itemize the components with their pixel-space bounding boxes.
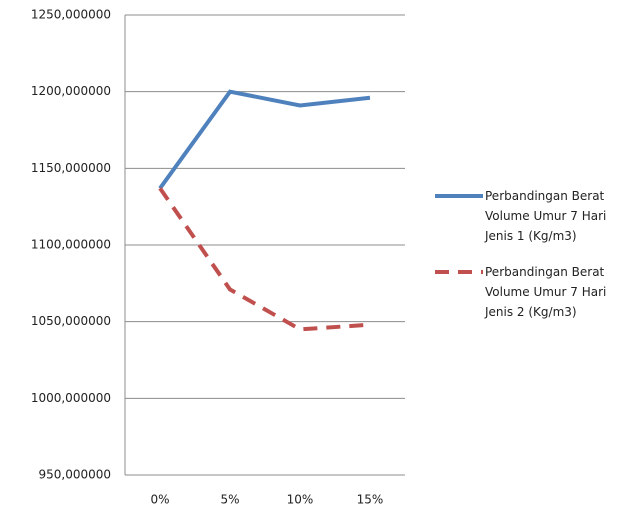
y-tick-label: 1100,000000 xyxy=(31,238,111,252)
x-tick-label: 0% xyxy=(150,493,169,507)
x-tick-label: 5% xyxy=(220,493,239,507)
y-tick-label: 1150,000000 xyxy=(31,161,111,175)
legend-label: Perbandingan Berat Volume Umur 7 Hari Je… xyxy=(485,189,607,243)
series-line xyxy=(158,89,371,190)
y-tick-label: 1250,000000 xyxy=(31,8,111,22)
x-tick-label: 10% xyxy=(287,493,314,507)
y-tick-label: 1050,000000 xyxy=(31,314,111,328)
y-tick-label: 1000,000000 xyxy=(31,391,111,405)
legend-label: Perbandingan Berat Volume Umur 7 Hari Je… xyxy=(485,265,607,319)
y-tick-label: 950,000000 xyxy=(38,468,111,482)
y-tick-label: 1200,000000 xyxy=(31,84,111,98)
series-line xyxy=(158,187,371,332)
x-tick-label: 15% xyxy=(357,493,384,507)
